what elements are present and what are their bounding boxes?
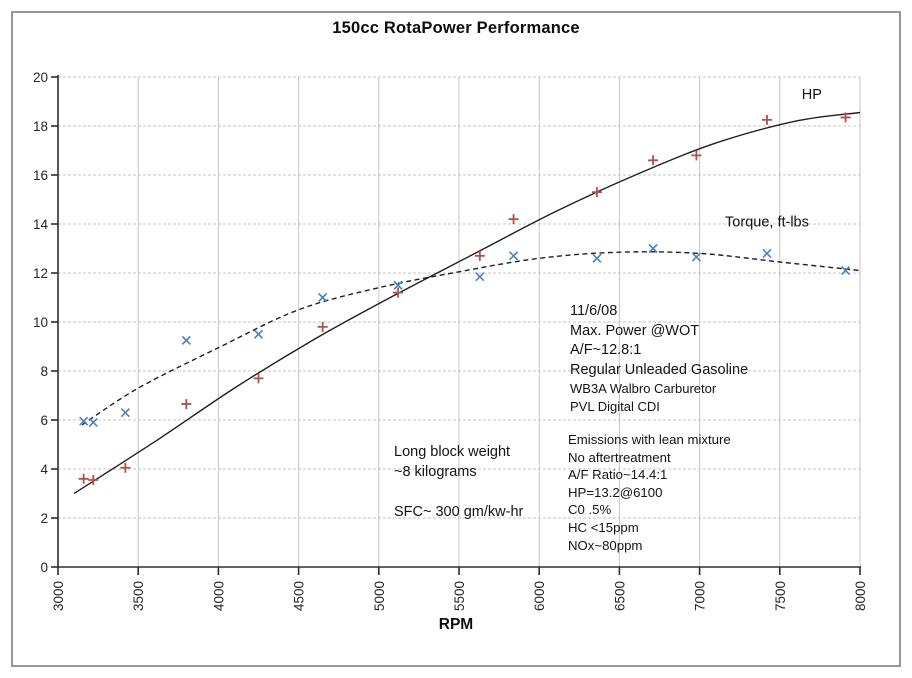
x-tick-label: 8000 [853,581,868,611]
x-tick-label: 6500 [612,581,627,611]
hp-trendline [73,111,861,495]
x-tick-label: 6000 [532,581,547,611]
y-tick-label: 20 [33,70,48,85]
x-tick-label: 5500 [452,581,467,611]
annotation-long-block-weight: Long block weight ~8 kilograms SFC~ 300 … [394,444,524,520]
y-tick-label: 2 [40,511,48,526]
y-tick-label: 16 [33,168,48,183]
hp-markers [78,112,851,486]
annotation-test-conditions: 11/6/08 Max. Power @WOT A/F~12.8:1 Regul… [570,303,749,378]
gridlines [58,76,861,567]
x-tick-label: 5000 [372,581,387,611]
y-tick-label: 6 [40,413,48,428]
y-tick-label: 12 [33,266,48,281]
hp-series-label: HP [802,87,822,103]
y-tick-label: 4 [40,462,48,477]
chart-title: 150cc RotaPower Performance [332,19,580,37]
torque-trendline [81,251,861,426]
y-tick-label: 18 [33,119,48,134]
x-tick-label: 3000 [51,581,66,611]
y-tick-label: 8 [40,364,48,379]
torque-markers [79,243,851,428]
annotation-emissions: Emissions with lean mixture No aftertrea… [568,432,731,553]
x-tick-label: 3500 [131,581,146,611]
annotation-hardware-details: WB3A Walbro Carburetor PVL Digital CDI [570,381,717,414]
y-tick-label: 10 [33,315,48,330]
axes [51,75,861,575]
y-tick-label: 0 [40,560,48,575]
x-axis-title: RPM [438,616,474,633]
x-tick-label: 7500 [773,581,788,611]
y-tick-label: 14 [33,217,49,232]
x-tick-label: 4500 [292,581,307,611]
torque-series-label: Torque, ft-lbs [725,214,809,230]
x-tick-label: 4000 [211,581,226,611]
x-tick-label: 7000 [693,581,708,611]
